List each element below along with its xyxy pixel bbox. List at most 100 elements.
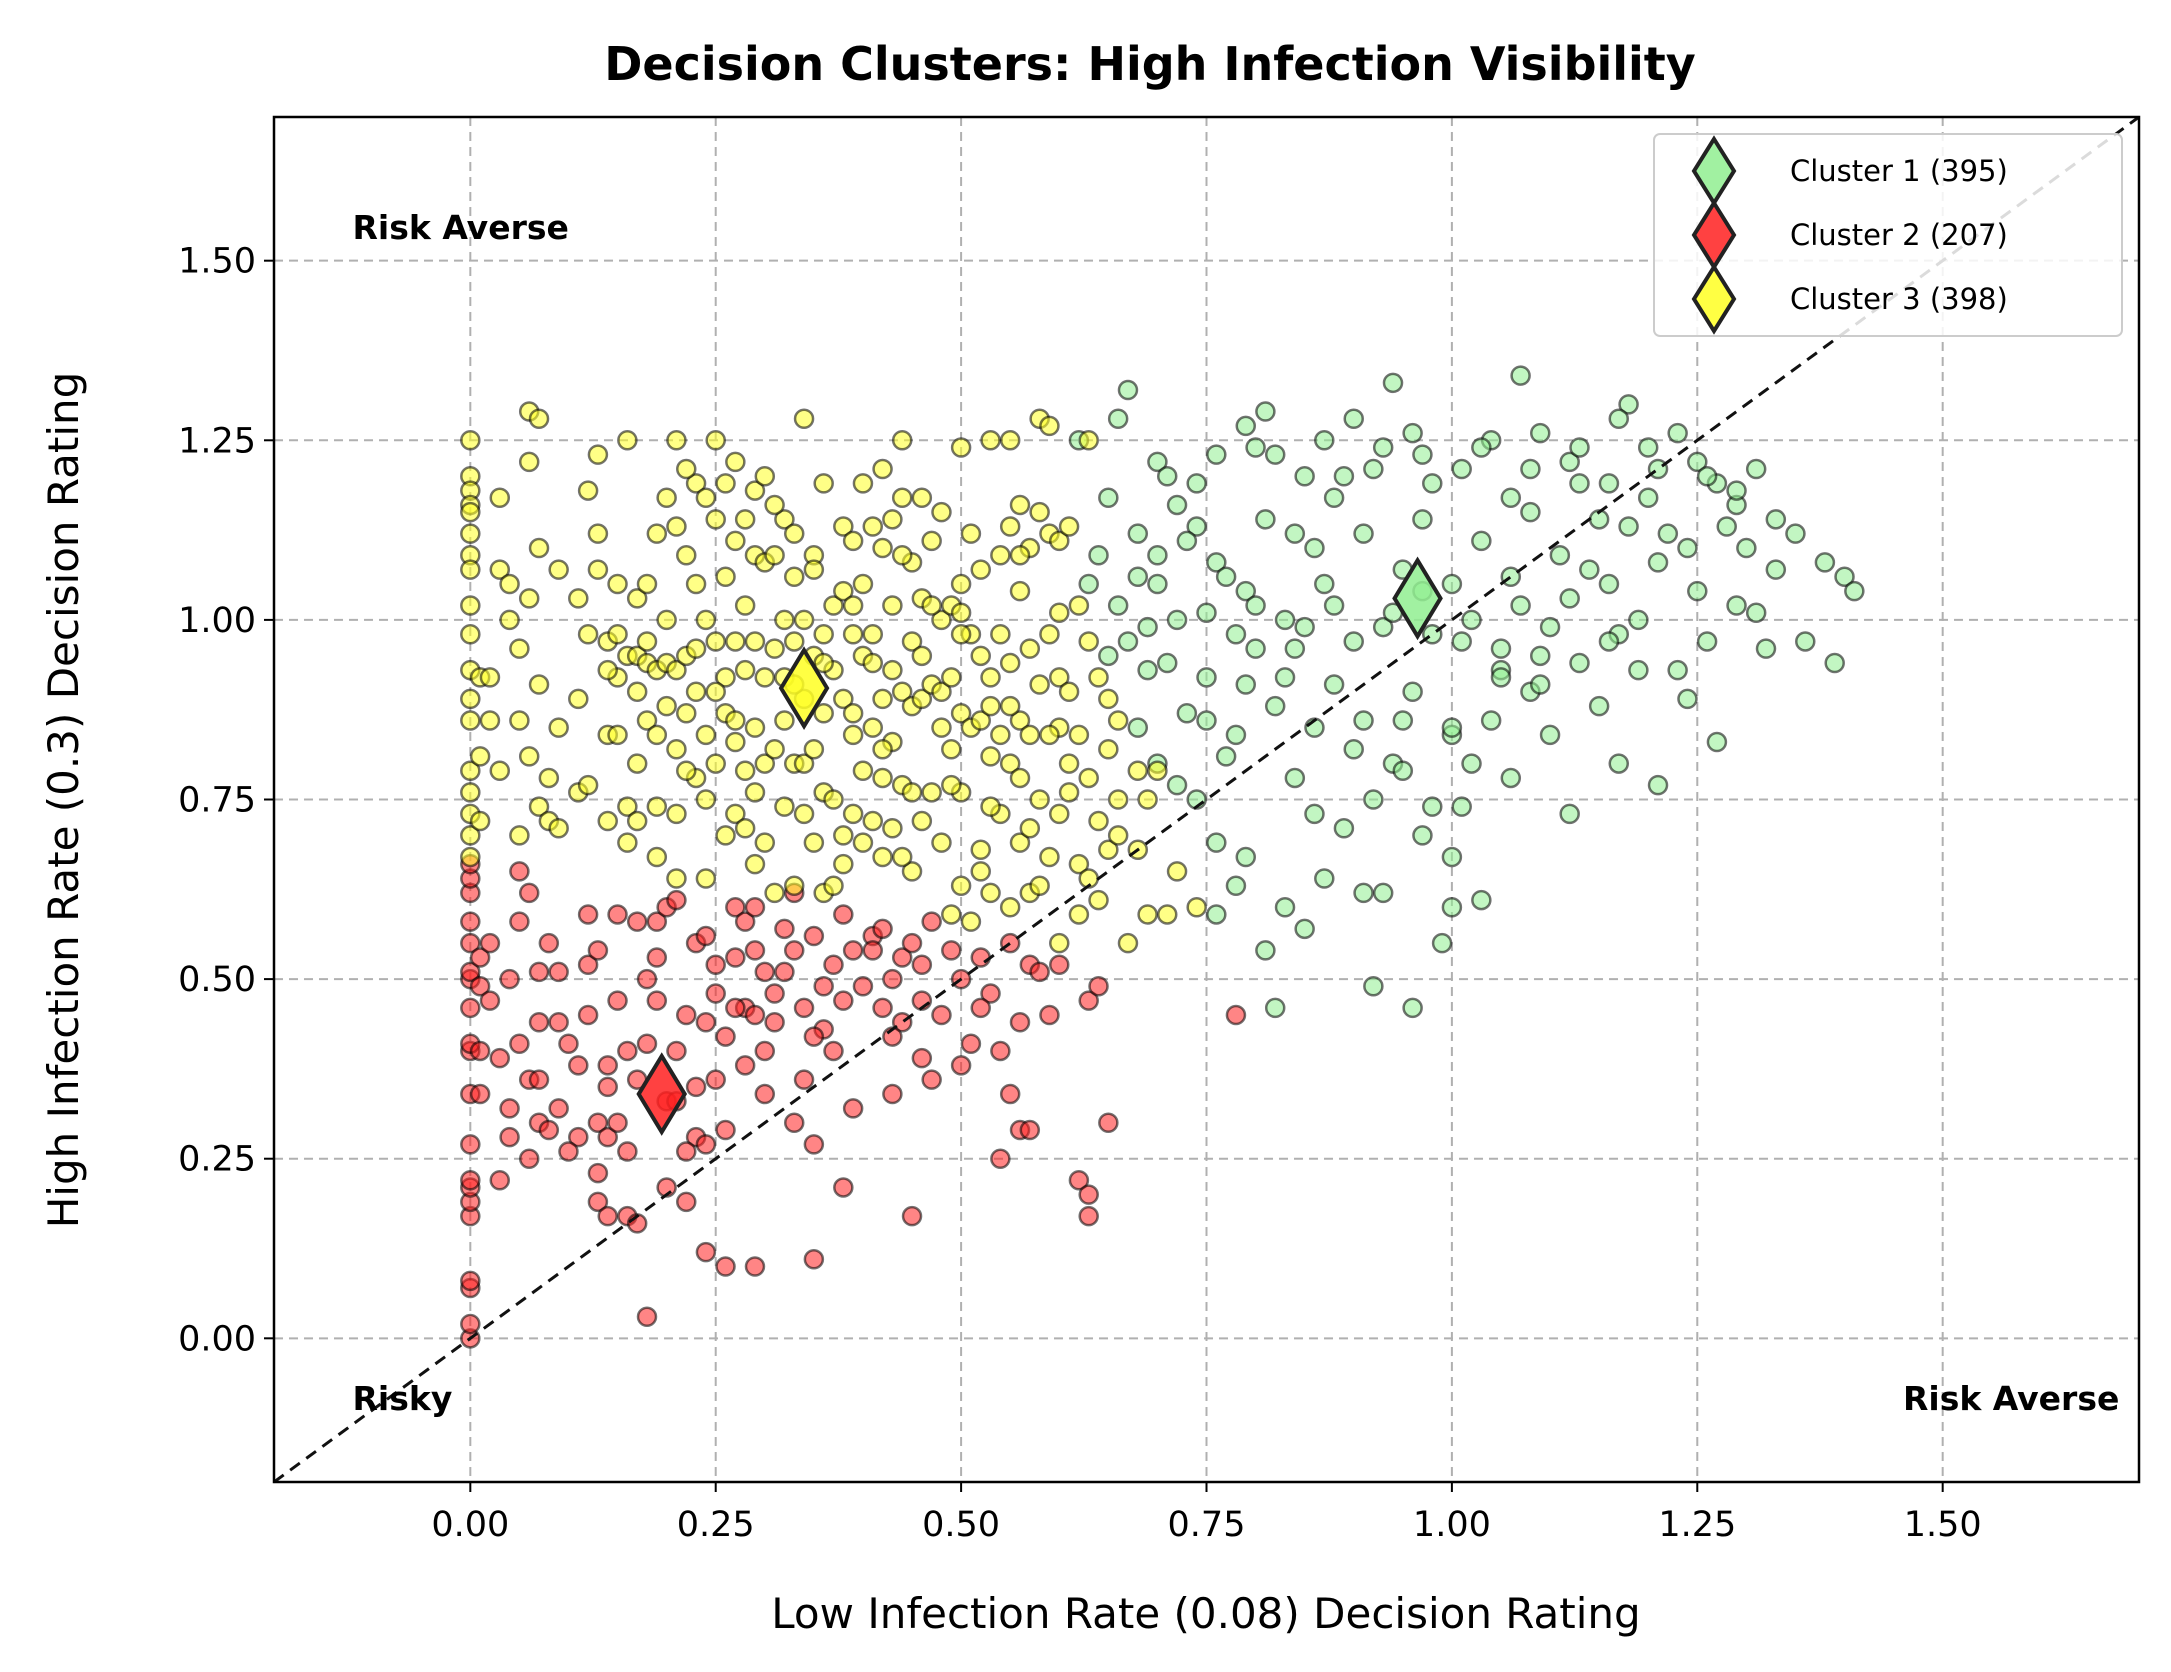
cluster-3-point bbox=[656, 487, 677, 509]
cluster-3-point bbox=[774, 509, 795, 530]
cluster-3-point bbox=[941, 904, 962, 925]
cluster-1-point bbox=[1284, 523, 1306, 544]
cluster-3-point bbox=[901, 782, 923, 803]
cluster-3-point bbox=[911, 688, 933, 710]
cluster-2-point bbox=[518, 882, 540, 904]
cluster-1-point bbox=[1274, 609, 1296, 631]
cluster-2-point bbox=[597, 1205, 618, 1227]
cluster-2-point bbox=[941, 940, 962, 961]
legend-label-cluster-3: Cluster 3 (398) bbox=[1790, 282, 2008, 316]
cluster-3-point bbox=[528, 674, 550, 695]
cluster-3-point bbox=[793, 753, 815, 774]
cluster-1-point bbox=[1264, 444, 1286, 465]
cluster-3-point bbox=[715, 473, 736, 494]
cluster-3-point bbox=[617, 430, 638, 451]
cluster-2-point bbox=[636, 968, 658, 990]
cluster-3-point bbox=[901, 861, 923, 882]
cluster-1-point bbox=[1186, 516, 1207, 537]
cluster-2-point bbox=[636, 1033, 658, 1055]
cluster-2-point bbox=[842, 1098, 864, 1119]
cluster-3-point bbox=[1088, 810, 1109, 832]
cluster-3-point bbox=[695, 609, 717, 631]
cluster-3-point bbox=[852, 832, 874, 853]
cluster-3-point bbox=[1049, 602, 1070, 623]
cluster-2-point bbox=[1039, 1004, 1060, 1026]
cluster-1-point bbox=[1628, 659, 1649, 681]
cluster-2-point bbox=[980, 983, 1001, 1004]
cluster-3-point bbox=[882, 595, 903, 616]
cluster-3-point bbox=[646, 523, 668, 544]
cluster-1-point bbox=[1088, 544, 1109, 566]
cluster-3-point bbox=[577, 624, 599, 645]
cluster-3-point bbox=[852, 573, 874, 595]
cluster-3-point bbox=[597, 659, 618, 681]
x-tick-label: 0.25 bbox=[677, 1505, 755, 1545]
cluster-2-point bbox=[489, 1170, 511, 1191]
cluster-2-point bbox=[460, 997, 481, 1019]
cluster-2-point bbox=[950, 1055, 972, 1076]
cluster-1-point bbox=[1196, 667, 1217, 688]
cluster-2-point bbox=[577, 1004, 599, 1026]
cluster-1-point bbox=[1166, 494, 1188, 516]
cluster-3-point bbox=[1049, 932, 1070, 954]
cluster-3-point bbox=[1127, 760, 1149, 782]
cluster-3-point bbox=[793, 609, 815, 631]
cluster-1-point bbox=[1559, 803, 1580, 825]
cluster-3-point bbox=[842, 803, 864, 825]
cluster-3-point bbox=[842, 595, 864, 616]
cluster-3-point bbox=[1058, 782, 1080, 803]
cluster-1-point bbox=[1765, 509, 1787, 530]
cluster-2-point bbox=[617, 1040, 638, 1062]
cluster-1-point bbox=[1304, 537, 1325, 559]
cluster-3-point bbox=[852, 760, 874, 782]
cluster-3-point bbox=[833, 516, 854, 537]
cluster-1-point bbox=[1392, 760, 1414, 782]
cluster-2-point bbox=[587, 1191, 609, 1213]
cluster-1-point bbox=[1726, 595, 1747, 616]
cluster-1-point bbox=[1117, 631, 1139, 652]
cluster-2-point bbox=[1019, 1119, 1041, 1141]
cluster-2-point bbox=[499, 968, 520, 990]
cluster-2-point bbox=[823, 954, 844, 975]
region-annotation: Risky bbox=[353, 1379, 453, 1418]
cluster-3-point bbox=[1029, 875, 1050, 896]
cluster-3-point bbox=[1098, 839, 1119, 861]
cluster-1-point bbox=[1206, 832, 1227, 853]
cluster-3-point bbox=[676, 760, 697, 782]
cluster-2-point bbox=[882, 1083, 903, 1105]
cluster-3-point bbox=[695, 868, 717, 889]
cluster-1-point bbox=[1706, 731, 1728, 753]
cluster-3-point bbox=[666, 516, 687, 537]
cluster-1-point bbox=[1137, 659, 1158, 681]
cluster-3-point bbox=[754, 832, 776, 853]
cluster-1-point bbox=[1264, 997, 1286, 1019]
cluster-1-point bbox=[1294, 465, 1315, 487]
cluster-2-point bbox=[460, 961, 481, 983]
cluster-3-point bbox=[872, 688, 893, 710]
cluster-2-point bbox=[833, 904, 854, 925]
cluster-3-point bbox=[931, 501, 952, 523]
cluster-2-point bbox=[744, 1004, 766, 1026]
cluster-2-point bbox=[607, 1112, 628, 1134]
cluster-1-point bbox=[1677, 688, 1698, 710]
cluster-3-point bbox=[1058, 681, 1080, 702]
x-axis-label: Low Infection Rate (0.08) Decision Ratin… bbox=[771, 1589, 1640, 1638]
cluster-2-point bbox=[774, 918, 795, 940]
cluster-2-point bbox=[538, 932, 560, 954]
cluster-2-point bbox=[1078, 990, 1099, 1011]
cluster-1-point bbox=[1127, 566, 1149, 588]
cluster-1-point bbox=[1363, 789, 1384, 810]
cluster-1-point bbox=[1549, 544, 1571, 566]
cluster-3-point bbox=[676, 703, 697, 724]
cluster-3-point bbox=[754, 465, 776, 487]
cluster-3-point bbox=[725, 530, 746, 552]
cluster-2-point bbox=[813, 976, 834, 997]
cluster-1-point bbox=[1323, 674, 1345, 695]
cluster-1-point bbox=[1696, 465, 1718, 487]
cluster-2-point bbox=[460, 1270, 481, 1292]
cluster-3-point bbox=[577, 480, 599, 501]
cluster-1-point bbox=[1294, 616, 1315, 638]
cluster-3-point bbox=[1039, 724, 1060, 746]
cluster-3-point bbox=[460, 688, 481, 710]
cluster-2-point bbox=[823, 1040, 844, 1062]
